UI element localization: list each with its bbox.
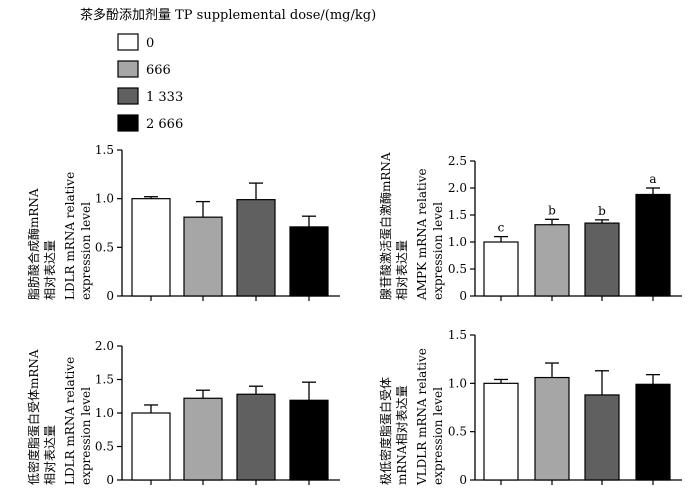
chart-panel: 0 0.5 1.0 1.5 2.0 低密度脂蛋白受体mRNA 相对表达量 LDLR mRNA … bbox=[26, 339, 340, 487]
y-tick-label: 1.5 bbox=[95, 143, 114, 157]
bar bbox=[635, 383, 671, 481]
bar bbox=[635, 193, 671, 297]
bar bbox=[483, 241, 519, 297]
bar bbox=[483, 382, 519, 481]
bar bbox=[131, 198, 171, 297]
bar bbox=[131, 412, 171, 481]
y-axis-label-line: 相对表达量 bbox=[395, 240, 409, 300]
y-axis-label-line: expression level bbox=[431, 387, 445, 485]
bar bbox=[183, 216, 223, 297]
legend-label: 0 bbox=[146, 36, 154, 51]
y-tick-label: 2.0 bbox=[95, 339, 114, 353]
bar bbox=[289, 399, 329, 481]
significance-letter: b bbox=[598, 204, 606, 218]
significance-letter: c bbox=[498, 221, 505, 235]
y-tick-label: 2.5 bbox=[448, 154, 467, 168]
y-axis-label-line: AMPK mRNA relative bbox=[415, 168, 429, 301]
y-tick-label: 1.0 bbox=[95, 406, 114, 420]
y-tick-label: 0.5 bbox=[95, 440, 114, 454]
y-tick-label: 0.5 bbox=[448, 425, 467, 439]
bar bbox=[584, 394, 620, 481]
y-axis-label-line: 低密度脂蛋白受体mRNA bbox=[26, 349, 41, 485]
y-tick-label: 1.0 bbox=[448, 376, 467, 390]
y-axis-label-line: 相对表达量 bbox=[43, 240, 57, 300]
y-tick-label: 1.5 bbox=[448, 208, 467, 222]
chart-panel: 0 0.5 1.0 1.5 2.0 2.5 c b b a 腺苷酸激活蛋白激酶mRNA 相对表达量 AM… bbox=[378, 152, 682, 303]
bar bbox=[534, 376, 570, 481]
legend-label: 2 666 bbox=[146, 117, 183, 132]
legend-swatch bbox=[117, 87, 139, 105]
y-tick-label: 1.5 bbox=[95, 373, 114, 387]
significance-letter: a bbox=[649, 172, 656, 186]
legend-title: 茶多酚添加剂量 TP supplemental dose/(mg/kg) bbox=[80, 7, 376, 23]
legend-swatch bbox=[117, 60, 139, 78]
bar bbox=[534, 224, 570, 297]
y-tick-label: 2.0 bbox=[448, 181, 467, 195]
y-tick-label: 0 bbox=[106, 289, 114, 303]
y-tick-label: 0 bbox=[459, 289, 467, 303]
legend-label: 1 333 bbox=[146, 90, 183, 105]
y-tick-label: 0.5 bbox=[95, 240, 114, 254]
y-axis-label-line: expression level bbox=[431, 202, 445, 300]
y-axis-label-line: LDLR mRNA relative bbox=[63, 172, 77, 300]
y-axis-label-line: 脂肪酸合成酶mRNA bbox=[26, 188, 41, 300]
y-tick-label: 1.5 bbox=[448, 328, 467, 342]
y-tick-label: 0 bbox=[459, 473, 467, 487]
y-tick-label: 1.0 bbox=[95, 192, 114, 206]
bar bbox=[183, 397, 223, 481]
chart-panel: 0 0.5 1.0 1.5 极低密度脂蛋白受体 mRNA相对表达量 VLDLR mRNA r… bbox=[378, 328, 682, 487]
legend-swatch bbox=[117, 33, 139, 51]
bar bbox=[236, 199, 276, 297]
y-axis-label-line: 极低密度脂蛋白受体 bbox=[378, 377, 393, 485]
legend-label: 666 bbox=[146, 63, 171, 78]
significance-letter: b bbox=[548, 203, 556, 217]
y-tick-label: 0 bbox=[106, 473, 114, 487]
bar bbox=[289, 226, 329, 297]
y-axis-label-line: 相对表达量 bbox=[43, 425, 57, 485]
legend-swatch bbox=[117, 114, 139, 132]
bar bbox=[584, 222, 620, 297]
y-axis-label-line: mRNA相对表达量 bbox=[395, 385, 409, 485]
y-axis-label-line: expression level bbox=[79, 387, 93, 485]
y-tick-label: 0.5 bbox=[448, 262, 467, 276]
y-tick-label: 1.0 bbox=[448, 235, 467, 249]
legend: 茶多酚添加剂量 TP supplemental dose/(mg/kg) 0 66… bbox=[80, 7, 376, 132]
y-axis-label-line: LDLR mRNA relative bbox=[63, 357, 77, 485]
bar bbox=[236, 393, 276, 481]
y-axis-label-line: expression level bbox=[79, 202, 93, 300]
chart-panel: 0 0.5 1.0 1.5 脂肪酸合成酶mRNA 相对表达量 LDLR mRNA relat… bbox=[26, 143, 340, 303]
y-axis-label-line: VLDLR mRNA relative bbox=[415, 348, 429, 486]
y-axis-label-line: 腺苷酸激活蛋白激酶mRNA bbox=[378, 152, 393, 300]
